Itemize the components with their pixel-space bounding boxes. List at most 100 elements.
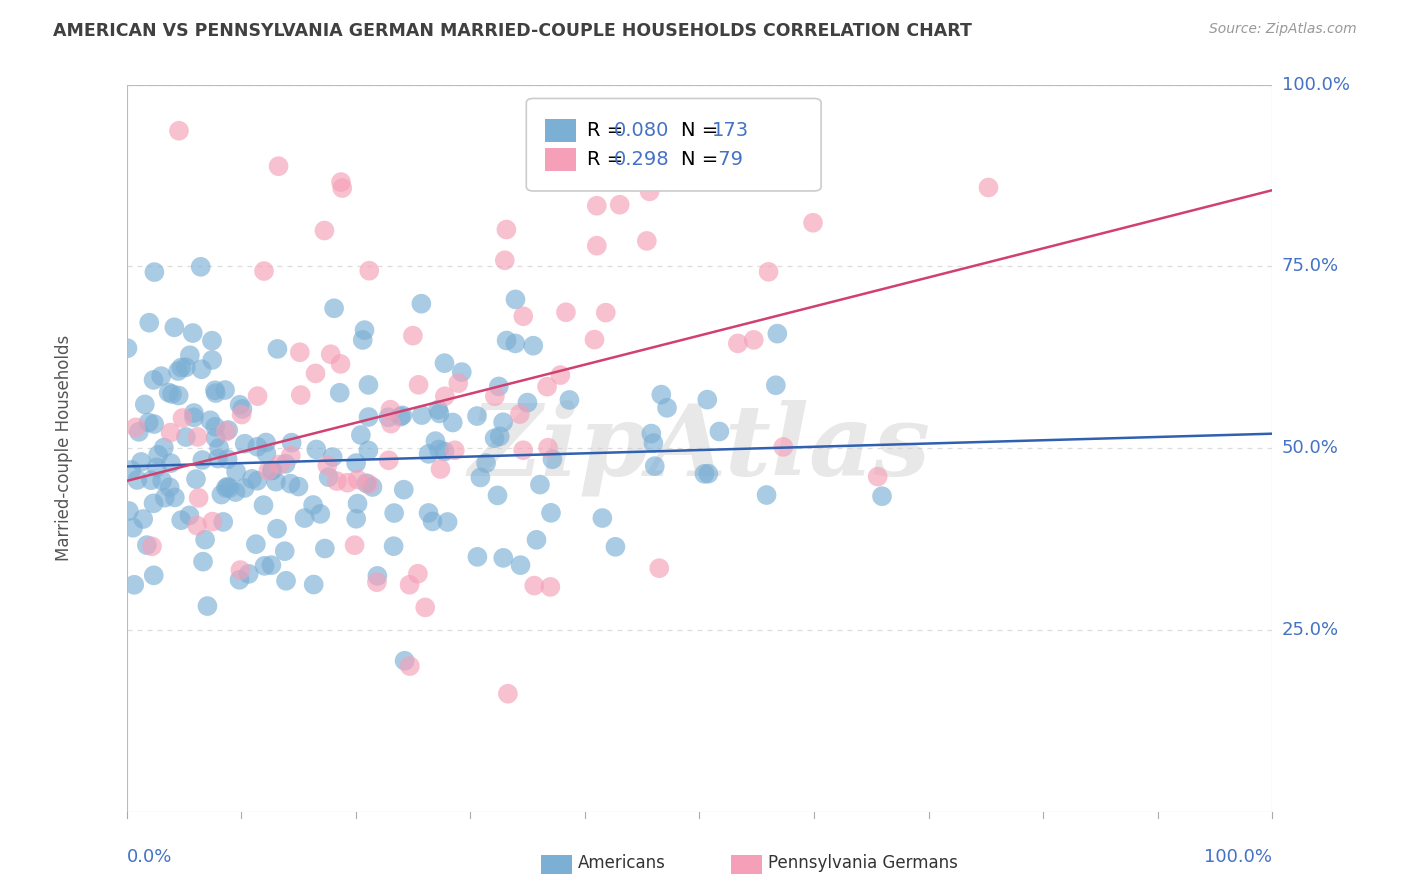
Point — [768, 145, 790, 159]
Point — [433, 356, 456, 370]
Point — [609, 198, 631, 212]
Point — [167, 388, 190, 402]
Point — [422, 515, 444, 529]
Point — [309, 507, 332, 521]
Point — [150, 474, 173, 488]
Point — [389, 409, 412, 424]
Point — [380, 402, 402, 417]
Point — [167, 124, 190, 138]
Point — [215, 425, 238, 439]
Point — [142, 496, 165, 510]
Point — [523, 579, 546, 593]
Point — [139, 473, 162, 487]
Point — [398, 578, 420, 592]
Point — [183, 406, 205, 420]
Point — [765, 378, 787, 392]
Point — [447, 376, 470, 391]
Point — [217, 423, 239, 437]
Point — [163, 320, 186, 334]
Point — [540, 506, 562, 520]
Point — [366, 575, 388, 590]
Point — [264, 475, 287, 489]
Point — [392, 483, 415, 497]
Point — [160, 456, 183, 470]
Point — [366, 569, 388, 583]
Point — [433, 389, 456, 403]
Point — [153, 441, 176, 455]
Text: 0.298: 0.298 — [613, 150, 669, 169]
Point — [157, 385, 180, 400]
Point — [314, 223, 336, 237]
Point — [496, 687, 519, 701]
Point — [201, 353, 224, 368]
Point — [280, 435, 302, 450]
Point — [357, 443, 380, 458]
Point — [450, 365, 472, 379]
Point — [290, 388, 312, 402]
Point — [217, 452, 239, 467]
Point — [190, 362, 212, 376]
Point — [742, 333, 765, 347]
Point — [475, 456, 498, 470]
Point — [748, 150, 770, 164]
Point — [465, 409, 488, 423]
Point — [484, 389, 506, 403]
Point — [266, 342, 288, 356]
Point — [218, 481, 240, 495]
Point — [433, 444, 456, 458]
Point — [357, 409, 380, 424]
Point — [380, 417, 402, 431]
Point — [398, 659, 420, 673]
Point — [245, 537, 267, 551]
Point — [323, 301, 346, 316]
Point — [304, 367, 326, 381]
Point — [693, 467, 716, 481]
Point — [138, 316, 160, 330]
Point — [357, 477, 380, 491]
Point — [382, 539, 405, 553]
Point — [287, 479, 309, 493]
Text: 50.0%: 50.0% — [1282, 439, 1339, 458]
Point — [353, 323, 375, 337]
Point — [138, 416, 160, 430]
Point — [316, 458, 339, 473]
Point — [128, 425, 150, 439]
Point — [558, 392, 581, 407]
Point — [640, 426, 662, 441]
Text: ZipAtlas: ZipAtlas — [468, 400, 931, 497]
Point — [280, 476, 302, 491]
Point — [197, 599, 219, 613]
Point — [231, 401, 253, 416]
Point — [583, 333, 606, 347]
Point — [408, 377, 430, 392]
Point — [118, 504, 141, 518]
Text: AMERICAN VS PENNSYLVANIA GERMAN MARRIED-COUPLE HOUSEHOLDS CORRELATION CHART: AMERICAN VS PENNSYLVANIA GERMAN MARRIED-… — [53, 22, 973, 40]
Point — [596, 171, 619, 186]
Point — [330, 181, 353, 195]
Point — [256, 446, 278, 460]
Point — [143, 265, 166, 279]
Point — [344, 512, 367, 526]
Point — [326, 474, 349, 488]
Point — [470, 470, 492, 484]
Point — [727, 336, 749, 351]
Text: 75.0%: 75.0% — [1282, 258, 1339, 276]
Point — [204, 419, 226, 434]
Point — [492, 550, 515, 565]
Text: Americans: Americans — [578, 855, 666, 872]
Point — [191, 453, 214, 467]
Point — [755, 488, 778, 502]
Point — [167, 364, 190, 378]
Point — [429, 462, 451, 476]
Point — [441, 416, 464, 430]
Point — [512, 310, 534, 324]
Point — [319, 347, 342, 361]
Text: R =: R = — [586, 150, 630, 169]
Text: 25.0%: 25.0% — [1282, 621, 1339, 639]
Point — [758, 265, 780, 279]
Text: Pennsylvania Germans: Pennsylvania Germans — [768, 855, 957, 872]
Point — [122, 578, 145, 592]
Point — [253, 558, 276, 573]
Point — [427, 442, 450, 457]
Point — [135, 538, 157, 552]
